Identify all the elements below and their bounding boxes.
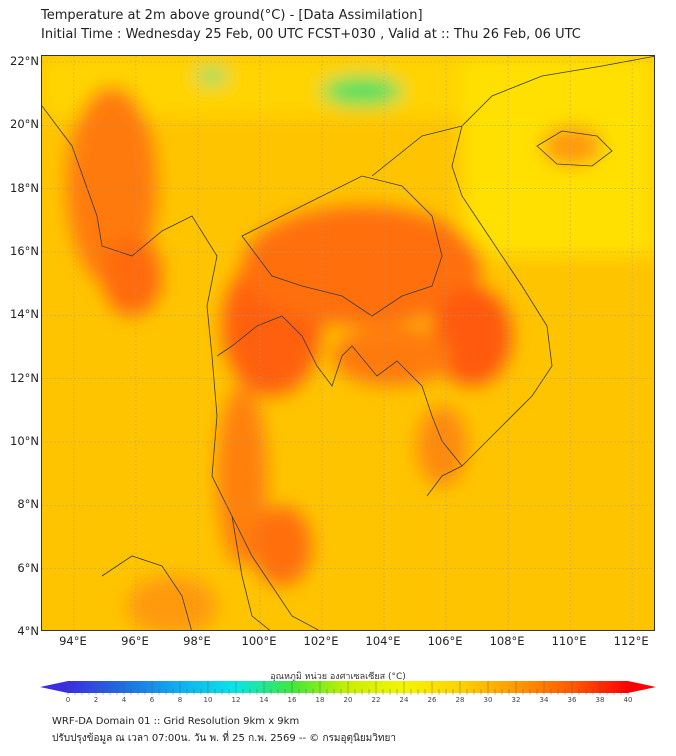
colorbar-tick-label: 2 [93, 696, 99, 704]
colorbar-tick-label: 4 [121, 696, 127, 704]
lat-label: 16°N [10, 244, 39, 258]
lat-label: 8°N [17, 497, 39, 512]
colorbar-tick-label: 20 [343, 696, 353, 704]
temperature-map[interactable] [41, 55, 655, 631]
lon-label: 98°E [183, 634, 211, 648]
colorbar [40, 681, 656, 695]
colorbar-tick-label: 36 [567, 696, 577, 704]
colorbar-tick-label: 8 [177, 696, 183, 704]
lon-label: 100°E [241, 634, 277, 648]
lat-label: 22°N [10, 54, 39, 69]
colorbar-tick-label: 40 [623, 696, 633, 704]
footer-model-info: WRF-DA Domain 01 :: Grid Resolution 9km … [52, 716, 300, 727]
colorbar-title: อุณหภูมิ หน่วย องศาเซลเซียส (°C) [270, 672, 406, 682]
footer-update-info: ปรับปรุงข้อมูล ณ เวลา 07:00น. วัน พ. ที่… [52, 733, 396, 744]
colorbar-min-arrow [40, 681, 68, 693]
lat-label: 6°N [17, 560, 39, 575]
colorbar-tick-label: 28 [455, 696, 465, 704]
colorbar-tick-label: 0 [65, 696, 71, 704]
lon-label: 96°E [121, 634, 149, 648]
colorbar-tick-label: 22 [371, 696, 381, 704]
map-subtitle: Initial Time : Wednesday 25 Feb, 00 UTC … [41, 27, 581, 42]
coastlines-borders [42, 56, 654, 630]
colorbar-tick-label: 18 [315, 696, 325, 704]
lat-label: 4°N [17, 624, 39, 638]
lon-label: 106°E [427, 634, 463, 648]
colorbar-max-arrow [628, 681, 656, 693]
colorbar-tick-label: 32 [511, 696, 521, 704]
lat-label: 20°N [10, 117, 39, 132]
lat-label: 10°N [10, 434, 39, 448]
colorbar-tick-label: 16 [287, 696, 297, 704]
lon-label: 110°E [551, 634, 587, 648]
temperature-field [42, 56, 654, 630]
colorbar-tick-label: 14 [259, 696, 269, 704]
colorbar-tick-label: 30 [483, 696, 493, 704]
lat-label: 12°N [10, 370, 39, 385]
colorbar-tick-label: 34 [539, 696, 549, 704]
colorbar-tick-label: 6 [149, 696, 155, 704]
lat-label: 14°N [10, 307, 39, 322]
colorbar-tick-label: 24 [399, 696, 409, 704]
graticule [42, 56, 654, 630]
colorbar-tick-label: 12 [231, 696, 241, 704]
lon-label: 108°E [489, 634, 525, 648]
colorbar-tick-label: 26 [427, 696, 437, 704]
lat-label: 18°N [10, 180, 39, 195]
colorbar-tick-label: 38 [595, 696, 605, 704]
map-title: Temperature at 2m above ground(°C) - [Da… [41, 8, 423, 23]
colorbar-tick-label: 10 [203, 696, 213, 704]
lon-label: 112°E [613, 634, 649, 648]
lon-label: 94°E [59, 634, 87, 648]
lon-label: 102°E [303, 634, 339, 648]
lon-label: 104°E [365, 634, 401, 648]
